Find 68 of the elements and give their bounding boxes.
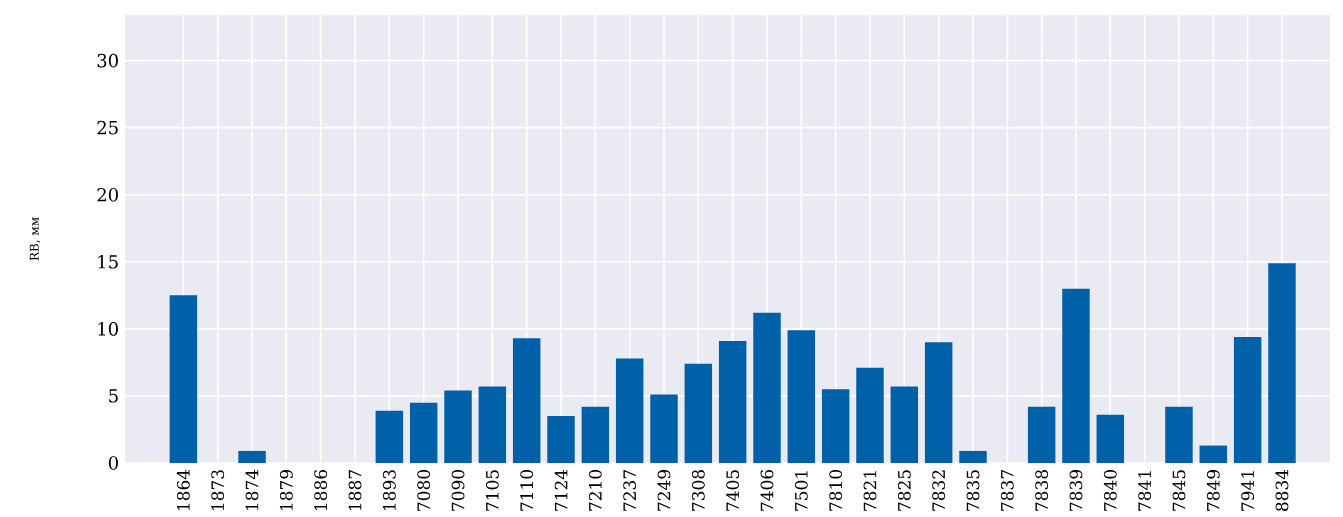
- bar: [890, 386, 919, 463]
- x-tick-label: 7124: [554, 469, 568, 511]
- x-tick-label: 1893: [382, 470, 396, 511]
- x-tick-label: 7832: [932, 470, 946, 511]
- y-tick-label: 5: [109, 389, 118, 403]
- x-tick-label: 7249: [657, 470, 671, 511]
- x-tick-label: 1879: [279, 470, 293, 511]
- x-tick-label: 1873: [211, 470, 225, 511]
- y-axis-title: RB, мм: [29, 217, 41, 261]
- bar: [684, 363, 713, 463]
- bar: [409, 402, 438, 463]
- x-tick-label: 7501: [794, 471, 808, 511]
- bar: [1165, 406, 1193, 463]
- x-tick-label: 1864: [176, 469, 190, 511]
- x-tick-label: 7308: [691, 470, 705, 511]
- x-tick-label: 7090: [451, 470, 465, 511]
- x-tick-label: 7835: [966, 470, 980, 511]
- x-tick-label: 7105: [485, 470, 499, 511]
- x-tick-label: 1886: [314, 469, 328, 511]
- x-tick-label: 7110: [520, 470, 534, 511]
- x-tick-label: 8834: [1275, 469, 1289, 511]
- x-tick-label: 7849: [1206, 470, 1220, 511]
- bar: [615, 358, 644, 463]
- bar: [959, 450, 987, 463]
- x-tick-label: 7080: [417, 470, 431, 511]
- bar: [821, 389, 850, 463]
- y-tick-label: 25: [97, 120, 118, 135]
- bar: [924, 342, 953, 463]
- bar: [238, 450, 266, 463]
- bar: [581, 406, 610, 463]
- x-tick-label: 7405: [726, 470, 740, 511]
- bar: [1096, 414, 1125, 463]
- bar: [444, 390, 472, 463]
- bar: [787, 330, 816, 463]
- bar: [753, 312, 781, 463]
- x-tick-label: 7406: [760, 469, 774, 511]
- y-tick-label: 20: [97, 187, 118, 202]
- bar: [1233, 336, 1262, 463]
- x-tick-label: 7840: [1103, 470, 1117, 511]
- y-tick-label: 0: [108, 456, 118, 470]
- bar: [718, 340, 747, 463]
- bar: [512, 338, 541, 463]
- x-tick-label: 7210: [588, 470, 602, 511]
- x-tick-label: 7825: [897, 470, 911, 511]
- x-tick-label: 7845: [1172, 470, 1186, 511]
- bar: [1027, 406, 1056, 463]
- bar: [650, 394, 678, 463]
- x-tick-label: 7841: [1138, 471, 1152, 511]
- x-tick-label: 7941: [1241, 471, 1255, 511]
- x-tick-label: 7839: [1069, 470, 1083, 511]
- bar: [547, 416, 575, 463]
- bar: [1268, 263, 1296, 463]
- bar: [1199, 445, 1228, 463]
- bar: [1062, 288, 1090, 463]
- bar: [169, 295, 198, 463]
- y-tick-label: 15: [98, 254, 118, 269]
- y-tick-label: 10: [98, 322, 118, 336]
- x-tick-label: 7237: [623, 470, 637, 511]
- x-tick-label: 7837: [1000, 470, 1014, 511]
- y-tick-label: 30: [97, 53, 118, 68]
- x-tick-label: 7838: [1035, 470, 1049, 511]
- x-tick-label: 7810: [829, 470, 843, 511]
- bar: [478, 386, 507, 463]
- x-tick-label: 1887: [348, 470, 362, 511]
- bar: [375, 410, 404, 463]
- bar: [856, 367, 884, 463]
- x-tick-label: 7821: [863, 471, 877, 511]
- x-tick-label: 1874: [245, 469, 259, 511]
